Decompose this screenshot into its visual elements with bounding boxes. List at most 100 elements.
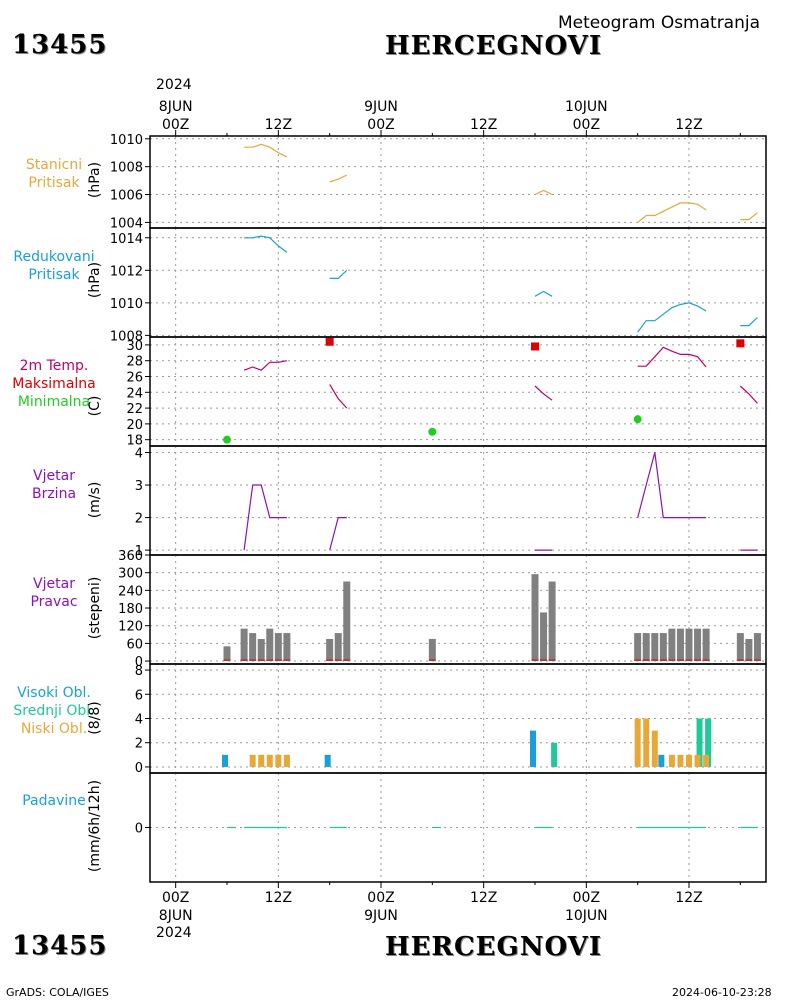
cloud-bar-1-2	[705, 718, 712, 767]
wind-dir-bar-7	[326, 638, 334, 662]
wind-dir-label-line2: Pravac	[30, 594, 78, 610]
wind-dir-bar-6	[283, 633, 291, 662]
wind-dir-bar-11	[531, 574, 539, 662]
cloud-bar-2-2	[266, 754, 273, 767]
top-date-label-0: 8JUN	[159, 99, 193, 115]
wind_dir-ytick-label-5: 300	[118, 567, 143, 582]
footer-credit: GrADS: COLA/IGES	[6, 986, 109, 999]
cloud-bar-0-2	[530, 730, 536, 767]
bottom-year-label: 2024	[156, 925, 192, 941]
temperature-series-segment-4	[739, 385, 758, 404]
temperature-ytick-label-1: 20	[126, 418, 143, 433]
wind-dir-label-line1: Vjetar	[33, 576, 75, 592]
wind-dir-label: Vjetar Pravac	[0, 575, 108, 611]
cloud-bar-2-8	[668, 754, 675, 767]
pressure-station-label-line1: Stanicni	[25, 157, 83, 173]
wind-dir-bar-1	[240, 628, 248, 662]
wind-dir-bar-5	[274, 633, 282, 662]
cloud-bar-2-10	[686, 754, 692, 767]
wind_dir-ytick-label-1: 60	[126, 637, 143, 652]
temperature-series-segment-2	[534, 385, 553, 401]
cloud-bar-2-12	[703, 754, 710, 767]
wind-dir-bar-21	[694, 628, 702, 662]
precip-ytick-label-0: 0	[135, 822, 143, 837]
product-title: Meteogram Osmatranja	[558, 13, 761, 33]
wind-dir-bar-15	[642, 633, 650, 662]
pressure_station-series-segment-1	[329, 174, 348, 183]
pressure-reduced-label: Redukovani Pritisak	[0, 248, 108, 284]
temperature-label-line3: Minimalna	[17, 394, 91, 410]
wind-dir-bar-23	[736, 633, 744, 662]
cloud-bar-1-0	[551, 742, 558, 767]
wind_speed-series-segment-1	[329, 516, 347, 551]
bottom-hour-label-4: 00Z	[573, 890, 600, 906]
temperature-ytick-label-6: 30	[126, 339, 143, 354]
cloud-bar-2-3	[275, 754, 282, 767]
cloud-bar-2-6	[643, 718, 650, 767]
wind-speed-unit: (m/s)	[87, 481, 103, 519]
wind-dir-unit: (stepeni)	[87, 576, 103, 640]
top-hour-label-2: 00Z	[367, 117, 394, 133]
wind-dir-bar-22	[702, 628, 710, 662]
wind-dir-bar-14	[634, 633, 642, 662]
clouds-label-line3: Niski Obl.	[20, 721, 88, 737]
temp-max-marker-1	[531, 342, 539, 351]
cloud-bar-2-1	[258, 754, 265, 767]
wind_dir-ytick-label-6: 360	[118, 549, 143, 564]
pressure_station-series-segment-2	[534, 189, 553, 196]
pressure_reduced-series-segment-0	[244, 235, 288, 253]
pressure_reduced-frame	[149, 227, 767, 338]
bottom-hour-label-2: 00Z	[367, 890, 394, 906]
bottom-hour-label-0: 00Z	[162, 890, 189, 906]
temperature-series-segment-3	[637, 346, 707, 368]
top-hour-label-1: 12Z	[265, 117, 292, 133]
temperature-series-segment-0	[243, 360, 288, 371]
wind-dir-bar-9	[343, 581, 351, 662]
pressure_station-series-segment-3	[637, 202, 707, 223]
top-hour-label-3: 12Z	[470, 117, 497, 133]
pressure-reduced-unit: (hPa)	[87, 261, 103, 299]
top-hour-label-5: 12Z	[675, 117, 702, 133]
wind-dir-bar-13	[548, 581, 556, 662]
precip-unit: (mm/6h/12h)	[87, 779, 103, 873]
wind-dir-bar-20	[685, 628, 693, 662]
cloud-bar-2-7	[651, 730, 658, 767]
temp-max-marker-2	[736, 339, 745, 348]
pressure_reduced-series-segment-3	[637, 302, 707, 333]
temperature-ytick-label-5: 28	[126, 355, 143, 370]
pressure_reduced-series-segment-4	[740, 317, 758, 327]
pressure-station-label-line2: Pritisak	[28, 175, 80, 191]
wind-dir-bar-0	[223, 646, 231, 662]
wind_speed-ytick-label-3: 4	[135, 447, 143, 462]
clouds-label-line2: Srednji Obl.	[13, 703, 95, 719]
wind-speed-label: Vjetar Brzina	[0, 467, 108, 503]
wind-dir-bar-17	[659, 633, 667, 662]
footer-timestamp: 2024-06-10-23:28	[672, 986, 772, 999]
wind-dir-bar-25	[753, 633, 761, 662]
clouds-ytick-label-0: 0	[135, 761, 143, 776]
wind-speed-label-line2: Brzina	[31, 486, 77, 502]
temperature-label: 2m Temp. Maksimalna Minimalna	[0, 357, 108, 411]
bottom-hour-label-3: 12Z	[470, 890, 497, 906]
wind_speed-series-segment-3	[637, 452, 707, 519]
clouds-label-line1: Visoki Obl.	[17, 685, 91, 701]
bottom-date-label-0: 8JUN	[159, 908, 193, 924]
wind-dir-bar-12	[540, 612, 548, 662]
pressure-reduced-label-line1: Redukovani	[13, 249, 95, 265]
station-name-top: HERCEGNOVI	[385, 31, 602, 61]
station-id-bottom: 13455	[12, 931, 108, 961]
clouds-ytick-label-3: 6	[135, 688, 143, 703]
top-year-label: 2024	[156, 77, 192, 93]
pressure_reduced-ytick-label-2: 1012	[110, 264, 143, 279]
wind_dir-ytick-label-4: 240	[118, 584, 143, 599]
temp-min-marker-1	[428, 427, 437, 436]
top-hour-label-0: 00Z	[162, 117, 189, 133]
pressure_station-ytick-label-3: 1010	[110, 133, 143, 148]
cloud-bar-1-1	[696, 718, 703, 767]
wind-dir-bar-8	[334, 633, 342, 662]
bottom-date-label-4: 10JUN	[565, 908, 608, 924]
pressure_station-ytick-label-0: 1004	[110, 216, 143, 231]
top-hour-label-4: 00Z	[573, 117, 600, 133]
pressure_station-series-segment-0	[244, 143, 288, 158]
precip-label-line1: Padavine	[22, 793, 86, 809]
